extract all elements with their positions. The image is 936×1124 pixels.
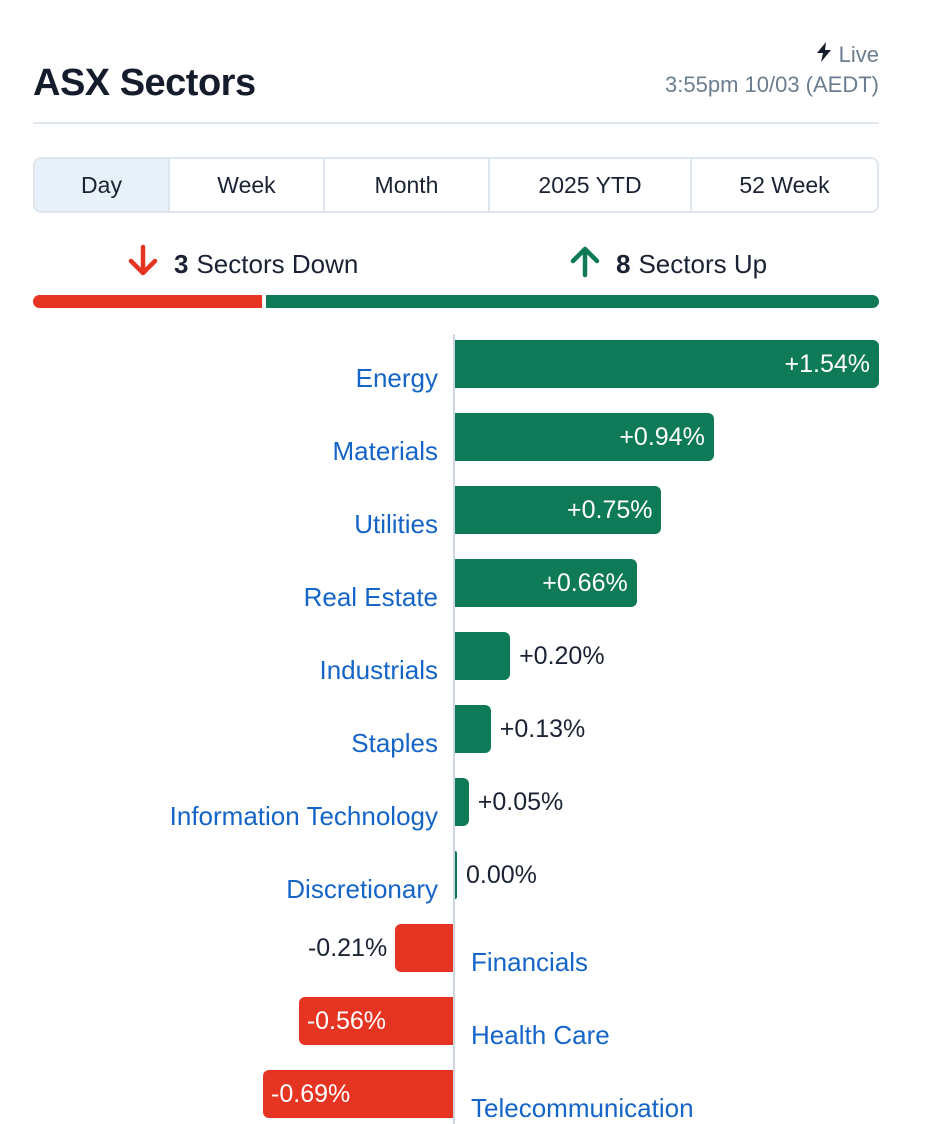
sector-bar-materials — [455, 413, 714, 461]
period-tabs: Day Week Month 2025 YTD 52 Week — [33, 157, 879, 213]
tab-week[interactable]: Week — [170, 159, 325, 211]
zero-axis — [453, 334, 455, 1124]
sector-value-financials: -0.21% — [307, 934, 388, 962]
sectors-down-label: Sectors Down — [196, 248, 359, 279]
sector-split-bar — [33, 295, 879, 308]
live-label: Live — [838, 42, 879, 67]
lightning-icon — [815, 42, 833, 68]
sector-row-financials: Financials -0.21% — [0, 924, 936, 997]
sector-value-information-technology: +0.05% — [477, 788, 564, 816]
sector-value-materials: +0.94% — [619, 423, 705, 451]
tab-day[interactable]: Day — [35, 159, 170, 211]
sectors-up-segment — [266, 295, 879, 308]
sector-value-telecommunication: -0.69% — [271, 1080, 351, 1108]
sector-bar-information-technology — [455, 778, 469, 826]
arrow-down-icon — [126, 244, 174, 285]
sector-row-utilities: Utilities +0.75% — [0, 486, 936, 559]
sector-bar-industrials — [455, 632, 511, 680]
sector-label-staples[interactable]: Staples — [351, 728, 438, 758]
sector-label-industrials[interactable]: Industrials — [319, 655, 439, 685]
sector-label-health-care[interactable]: Health Care — [471, 1020, 610, 1050]
sector-value-industrials: +0.20% — [519, 642, 605, 670]
sector-row-telecommunication: Telecommunication -0.69% — [0, 1070, 936, 1124]
sector-row-industrials: Industrials +0.20% — [0, 632, 936, 705]
sector-label-materials[interactable]: Materials — [332, 436, 438, 466]
sector-label-real-estate[interactable]: Real Estate — [303, 582, 438, 612]
sector-bar-real-estate — [455, 559, 637, 607]
sector-value-utilities: +0.75% — [567, 496, 653, 524]
sector-bar-telecommunication — [263, 1070, 453, 1118]
sector-label-utilities[interactable]: Utilities — [354, 509, 438, 539]
sectors-up-label: Sectors Up — [638, 248, 768, 279]
page-title: ASX Sectors — [33, 62, 256, 104]
sector-label-telecommunication[interactable]: Telecommunication — [471, 1093, 694, 1123]
sectors-down-count: 3 — [174, 248, 189, 279]
sector-bar-health-care — [298, 997, 453, 1045]
sector-row-materials: Materials +0.94% — [0, 413, 936, 486]
sector-row-energy: Energy +1.54% — [0, 340, 936, 413]
sector-label-energy[interactable]: Energy — [355, 363, 438, 393]
live-indicator: Live — [815, 42, 879, 68]
arrow-up-icon — [568, 244, 616, 285]
sectors-up-summary: 8 Sectors Up — [568, 244, 767, 284]
header: ASX Sectors Live 3:55pm 10/03 (AEDT) — [33, 40, 879, 124]
sector-bar-utilities — [455, 486, 662, 534]
sector-value-energy: +1.54% — [784, 350, 871, 378]
sector-value-discretionary: 0.00% — [466, 861, 537, 889]
sector-label-financials[interactable]: Financials — [471, 947, 589, 977]
tab-52-week[interactable]: 52 Week — [692, 159, 877, 211]
sectors-down-segment — [33, 295, 262, 308]
sector-row-health-care: Health Care -0.56% — [0, 997, 936, 1070]
sector-bar-staples — [455, 705, 491, 753]
sector-label-discretionary[interactable]: Discretionary — [286, 874, 438, 904]
sector-row-real-estate: Real Estate +0.66% — [0, 559, 936, 632]
sectors-down-summary: 3 Sectors Down — [126, 244, 358, 284]
sector-bar-discretionary — [455, 851, 457, 899]
tab-month[interactable]: Month — [325, 159, 490, 211]
sectors-up-count: 8 — [616, 248, 631, 279]
sector-bar-financials — [395, 924, 453, 972]
sector-value-health-care: -0.56% — [306, 1007, 387, 1035]
sector-row-information-technology: Information Technology +0.05% — [0, 778, 936, 851]
sector-bar-energy — [455, 340, 879, 388]
sector-row-discretionary: Discretionary 0.00% — [0, 851, 936, 924]
sector-label-information-technology[interactable]: Information Technology — [169, 801, 438, 831]
sector-value-staples: +0.13% — [499, 715, 586, 743]
sector-row-staples: Staples +0.13% — [0, 705, 936, 778]
sector-value-real-estate: +0.66% — [542, 569, 628, 597]
tab-2025-ytd[interactable]: 2025 YTD — [490, 159, 692, 211]
timestamp: 3:55pm 10/03 (AEDT) — [665, 72, 879, 97]
